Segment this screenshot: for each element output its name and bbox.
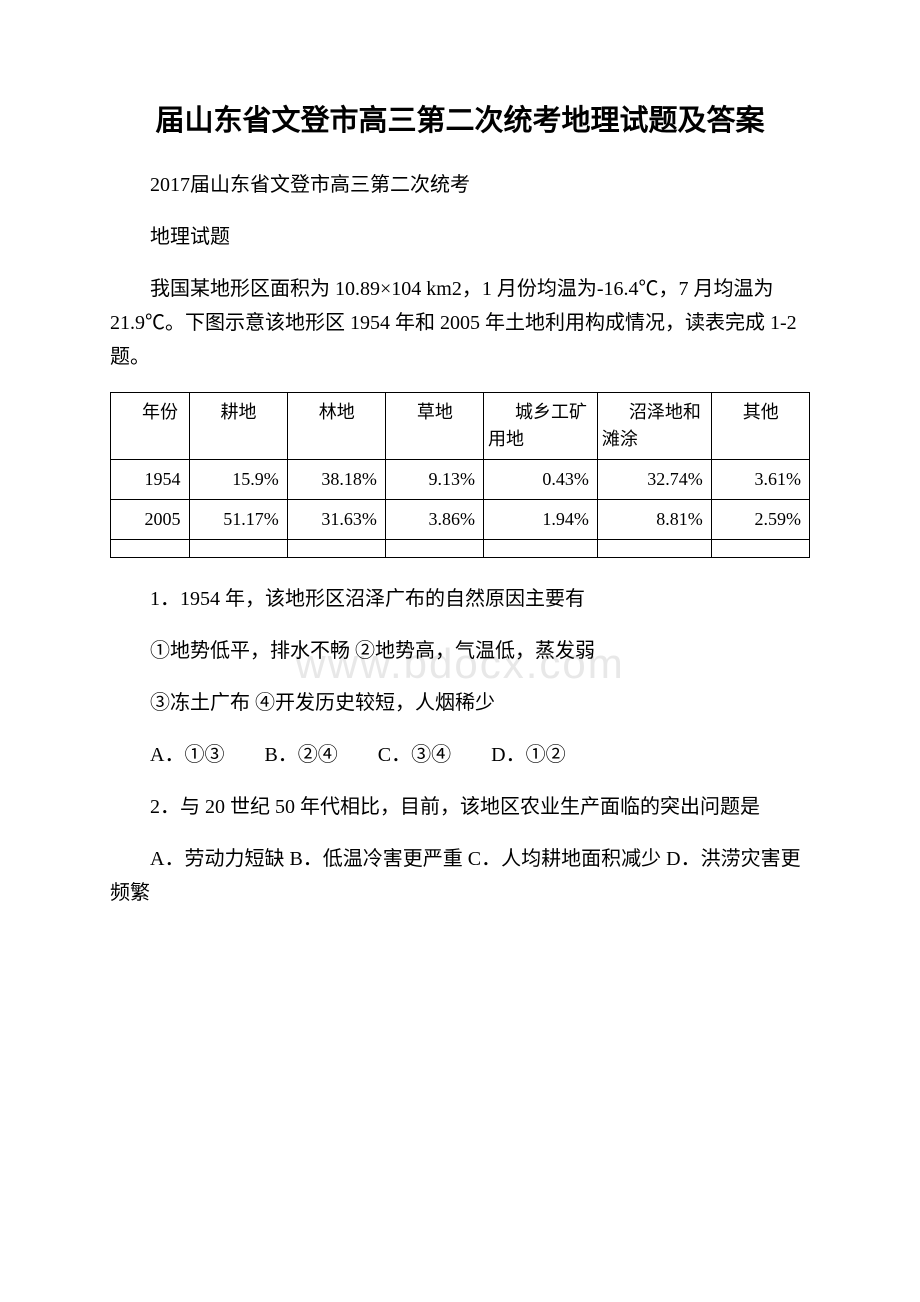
question-2-text: 2．与 20 世纪 50 年代相比，目前，该地区农业生产面临的突出问题是	[110, 790, 810, 824]
cell-other-2005: 2.59%	[711, 499, 809, 539]
question-1-options: A．①③ B．②④ C．③④ D．①②	[110, 738, 810, 772]
cell-urban-2005: 1.94%	[484, 499, 598, 539]
table-empty-row	[111, 539, 810, 557]
intro-paragraph: 我国某地形区面积为 10.89×104 km2，1 月份均温为-16.4℃，7 …	[110, 272, 810, 374]
land-use-table: 年份 耕地 林地 草地 城乡工矿用地 沼泽地和滩涂 其他 1954 15.9% …	[110, 392, 810, 558]
cell-grassland-2005: 3.86%	[385, 499, 483, 539]
table-row: 2005 51.17% 31.63% 3.86% 1.94% 8.81% 2.5…	[111, 499, 810, 539]
header-grassland: 草地	[385, 392, 483, 459]
cell-wetland-2005: 8.81%	[597, 499, 711, 539]
document-title: 届山东省文登市高三第二次统考地理试题及答案	[110, 100, 810, 144]
header-farmland: 耕地	[189, 392, 287, 459]
header-forest: 林地	[287, 392, 385, 459]
cell-forest-1954: 38.18%	[287, 459, 385, 499]
header-year: 年份	[111, 392, 190, 459]
cell-wetland-1954: 32.74%	[597, 459, 711, 499]
question-2-options: A．劳动力短缺 B．低温冷害更严重 C．人均耕地面积减少 D．洪涝灾害更频繁	[110, 842, 810, 910]
header-wetland: 沼泽地和滩涂	[597, 392, 711, 459]
cell-year-2005: 2005	[111, 499, 190, 539]
question-1-conditions-b: ③冻土广布 ④开发历史较短，人烟稀少	[110, 686, 810, 720]
cell-year-1954: 1954	[111, 459, 190, 499]
cell-urban-1954: 0.43%	[484, 459, 598, 499]
cell-other-1954: 3.61%	[711, 459, 809, 499]
table-row: 1954 15.9% 38.18% 9.13% 0.43% 32.74% 3.6…	[111, 459, 810, 499]
subtitle-subject: 地理试题	[110, 220, 810, 254]
question-1-conditions-a: ①地势低平，排水不畅 ②地势高，气温低，蒸发弱	[110, 634, 810, 668]
cell-farmland-1954: 15.9%	[189, 459, 287, 499]
cell-farmland-2005: 51.17%	[189, 499, 287, 539]
cell-forest-2005: 31.63%	[287, 499, 385, 539]
cell-grassland-1954: 9.13%	[385, 459, 483, 499]
table-header-row: 年份 耕地 林地 草地 城乡工矿用地 沼泽地和滩涂 其他	[111, 392, 810, 459]
header-other: 其他	[711, 392, 809, 459]
question-1-text: 1．1954 年，该地形区沼泽广布的自然原因主要有	[110, 582, 810, 616]
header-urban: 城乡工矿用地	[484, 392, 598, 459]
subtitle-year: 2017届山东省文登市高三第二次统考	[110, 168, 810, 202]
